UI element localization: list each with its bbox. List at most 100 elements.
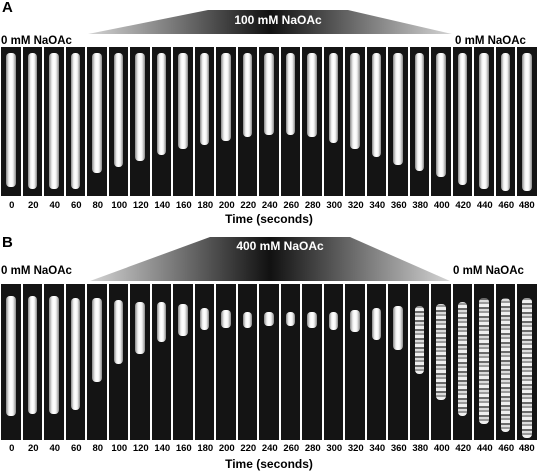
cell-signal [27, 53, 37, 189]
cell-signal [242, 312, 252, 328]
kymograph-frame [44, 284, 64, 440]
cell-signal [393, 306, 403, 350]
cell-signal [285, 53, 295, 135]
cell-signal [92, 53, 102, 173]
kymograph-frame [302, 284, 322, 440]
cell-signal [264, 312, 274, 326]
time-tick-label: 220 [240, 200, 257, 211]
cell-signal [371, 308, 381, 340]
kymograph-frame [130, 284, 150, 440]
kymograph-frame [452, 47, 472, 196]
time-tick-label: 420 [455, 200, 472, 211]
time-tick-label: 0 [9, 200, 15, 211]
time-tick-label: 140 [154, 200, 171, 211]
time-tick-label: 0 [9, 443, 15, 454]
kymograph-frame [323, 47, 343, 196]
time-tick-label: 240 [261, 200, 278, 211]
time-tick-label: 60 [70, 200, 82, 211]
time-tick-label: 440 [476, 443, 493, 454]
kymograph-frame [474, 284, 494, 440]
time-tick-label: 120 [132, 200, 149, 211]
time-tick-label: 480 [518, 443, 535, 454]
cell-signal [6, 53, 16, 187]
panel-letter: B [2, 234, 13, 251]
time-tick-label: 80 [92, 443, 104, 454]
kymograph-frame [474, 47, 494, 196]
cell-signal [457, 53, 467, 185]
ramp-label: 100 mM NaOAc [234, 13, 322, 27]
kymograph-frame [302, 47, 322, 196]
kymograph-frame [151, 284, 171, 440]
time-tick-label: 120 [132, 443, 149, 454]
time-tick-label: 100 [111, 200, 128, 211]
cell-signal [436, 53, 446, 177]
kymograph-strip [1, 284, 537, 440]
cell-signal [479, 298, 489, 424]
time-tick-label: 140 [154, 443, 171, 454]
time-tick-label: 280 [304, 443, 321, 454]
kymograph-frame [517, 284, 537, 440]
axis-title: Time (seconds) [225, 212, 313, 226]
cell-signal [49, 296, 59, 414]
kymograph-frame [388, 47, 408, 196]
time-tick-label: 320 [347, 200, 364, 211]
time-tick-label: 300 [326, 200, 343, 211]
time-tick-label: 60 [70, 443, 82, 454]
ramp-label: 400 mM NaOAc [236, 239, 324, 253]
kymograph-frame [216, 47, 236, 196]
time-tick-label: 360 [390, 200, 407, 211]
cell-signal [393, 53, 403, 165]
cell-signal [113, 53, 123, 167]
kymograph-strip [1, 47, 537, 196]
cell-signal [221, 310, 231, 328]
left-condition-label: 0 mM NaOAc [1, 35, 72, 47]
cell-signal [414, 306, 424, 374]
cell-signal [522, 298, 532, 438]
kymograph-frame [44, 47, 64, 196]
cell-signal [264, 53, 274, 135]
cell-signal [500, 298, 510, 432]
time-tick-label: 300 [326, 443, 343, 454]
kymograph-frame [259, 47, 279, 196]
time-tick-label: 20 [27, 443, 39, 454]
concentration-ramp [88, 10, 452, 34]
kymograph-frame [345, 284, 365, 440]
time-tick-label: 420 [455, 443, 472, 454]
kymograph-frame [151, 47, 171, 196]
kymograph-frame [22, 284, 42, 440]
time-tick-label: 220 [240, 443, 257, 454]
kymograph-frame [130, 47, 150, 196]
kymograph-frame [22, 47, 42, 196]
cell-signal [70, 298, 80, 410]
cell-signal [371, 53, 381, 157]
cell-signal [479, 53, 489, 189]
time-tick-label: 400 [433, 443, 450, 454]
concentration-ramp [90, 237, 450, 281]
cell-signal [307, 53, 317, 137]
panel-letter: A [2, 0, 13, 16]
kymograph-frame [87, 47, 107, 196]
kymograph-frame [173, 284, 193, 440]
kymograph-frame [216, 284, 236, 440]
kymograph-frame [65, 47, 85, 196]
kymograph-frame [366, 47, 386, 196]
cell-signal [135, 302, 145, 354]
time-tick-label: 380 [412, 200, 429, 211]
time-tick-label: 20 [27, 200, 39, 211]
cell-signal [199, 53, 209, 145]
cell-signal [156, 53, 166, 155]
time-tick-label: 40 [49, 200, 61, 211]
kymograph-frame [65, 284, 85, 440]
kymograph-frame [388, 284, 408, 440]
time-ticks: 0 20 40 60 80 100 120 140 160 180 200 220 240 260 280 3… [1, 443, 537, 454]
kymograph-frame [495, 284, 515, 440]
time-tick-label: 240 [261, 443, 278, 454]
kymograph-frame [431, 47, 451, 196]
cell-signal [199, 308, 209, 330]
time-tick-label: 160 [175, 443, 192, 454]
kymograph-frame [280, 284, 300, 440]
time-tick-label: 180 [197, 443, 214, 454]
kymograph-frame [1, 284, 21, 440]
time-tick-label: 460 [498, 200, 515, 211]
time-tick-label: 260 [283, 443, 300, 454]
